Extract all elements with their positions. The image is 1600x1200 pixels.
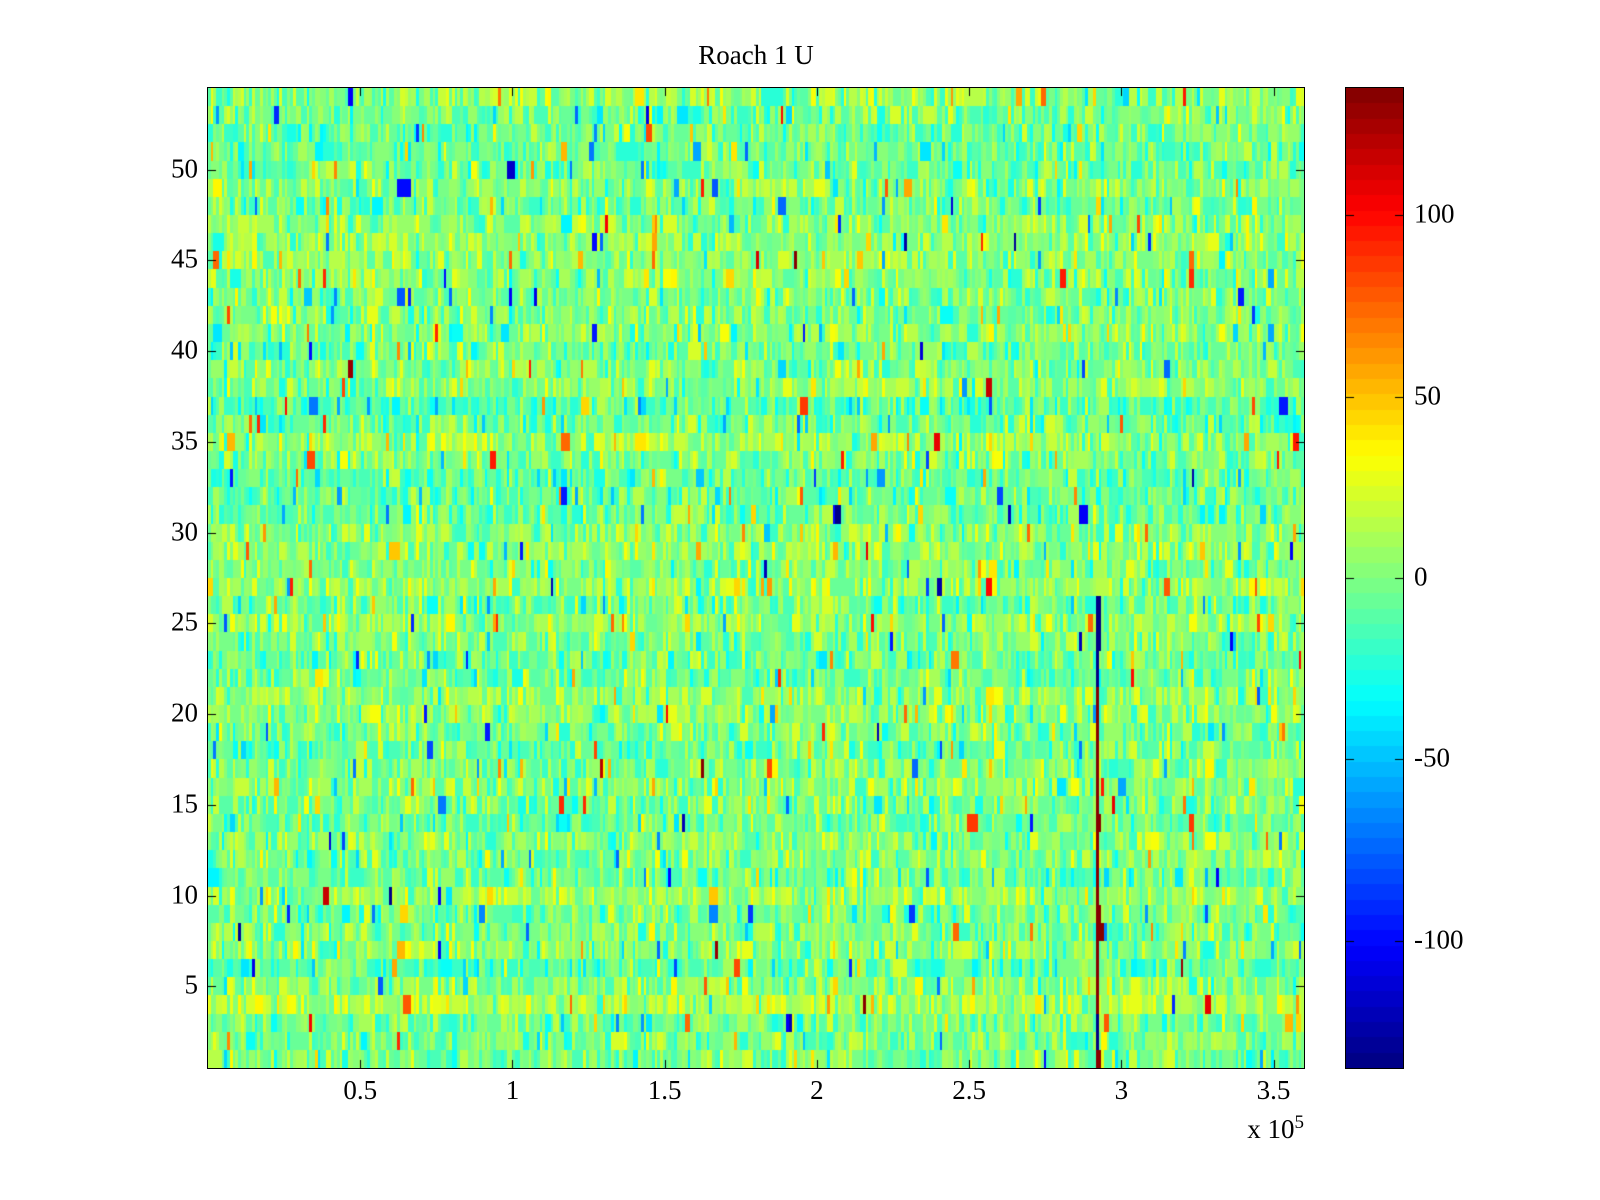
y-tick-label: 5: [184, 969, 199, 1000]
y-tick-label: 50: [171, 152, 198, 183]
colorbar: [1345, 87, 1404, 1069]
y-tick-label: 25: [171, 606, 198, 637]
x-exponent-power: 5: [1294, 1112, 1305, 1133]
chart-title: Roach 1 U: [698, 40, 814, 70]
colorbar-canvas: [1346, 88, 1403, 1068]
x-tick-label: 3.5: [1256, 1075, 1291, 1105]
x-tick-label: 1: [505, 1075, 520, 1105]
plot-area: [207, 87, 1305, 1069]
x-tick-label: 1.5: [647, 1075, 682, 1105]
colorbar-tick-label: -100: [1414, 924, 1464, 955]
y-tick-label: 20: [171, 697, 198, 728]
colorbar-tick-label: 50: [1414, 379, 1441, 410]
y-tick-label: 10: [171, 878, 198, 909]
x-tick-label: 3: [1114, 1075, 1129, 1105]
x-axis-exponent-label: x 105: [1247, 1112, 1305, 1144]
colorbar-tick-label: -50: [1414, 742, 1450, 773]
y-tick-label: 30: [171, 515, 198, 546]
colorbar-tick-label: 0: [1414, 561, 1428, 592]
colorbar-tick-label: 100: [1414, 198, 1455, 229]
y-tick-label: 45: [171, 243, 198, 274]
y-tick-label: 35: [171, 425, 198, 456]
heatmap-canvas: [208, 88, 1304, 1068]
y-tick-label: 15: [171, 788, 198, 819]
y-tick-label: 40: [171, 334, 198, 365]
x-tick-label: 2: [810, 1075, 824, 1105]
x-tick-label: 2.5: [952, 1075, 986, 1105]
x-tick-label: 0.5: [343, 1075, 378, 1105]
